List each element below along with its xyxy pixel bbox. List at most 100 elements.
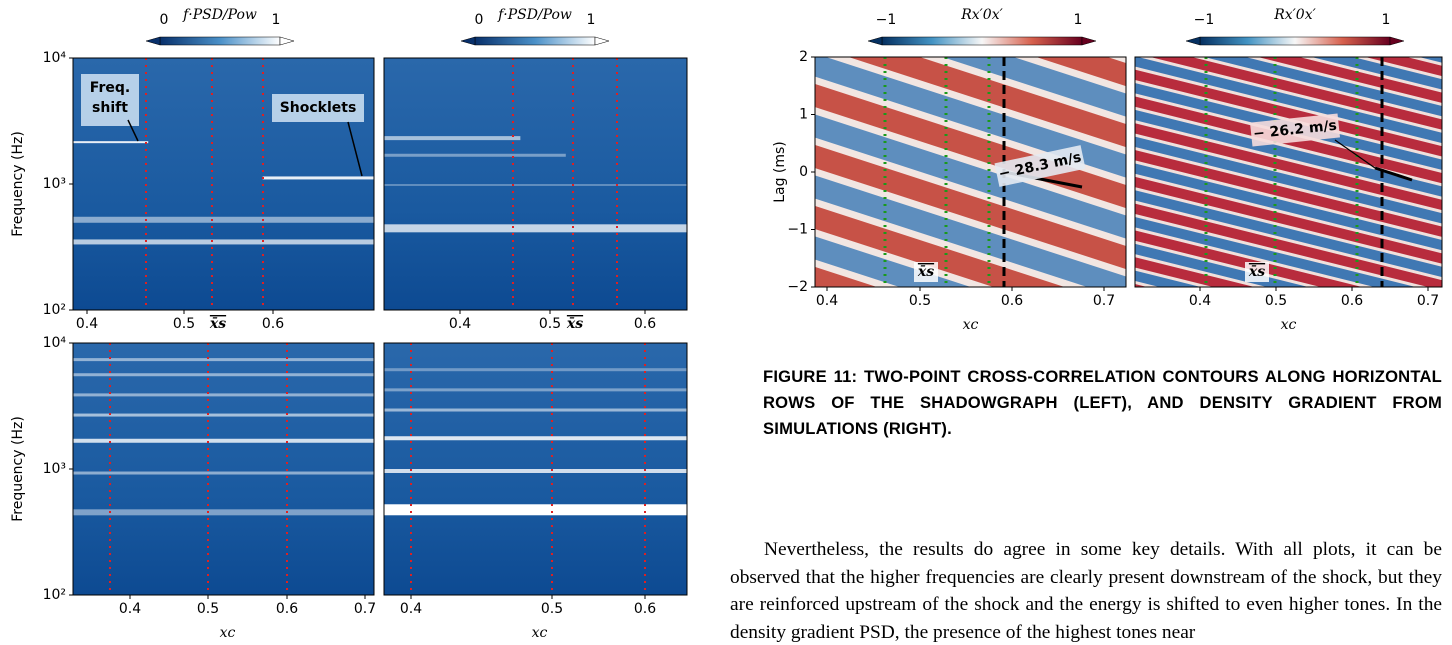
annotation: Freq.: [90, 80, 130, 96]
colorbar-min: 0: [475, 12, 484, 28]
colorbar-arrow: [1185, 36, 1201, 46]
x-tick-label: 0.6: [1341, 293, 1363, 309]
spectral-tone: [384, 469, 687, 473]
spectral-tone: [384, 388, 687, 392]
shock-position-label: x̄s: [1248, 264, 1265, 280]
shock-position-label: x̄s: [917, 264, 934, 280]
x-tick-label: 0.5: [539, 316, 561, 332]
spectral-tone: [262, 176, 374, 180]
shock-position-label: x̄s: [566, 316, 583, 332]
correlation-map: [815, 57, 1126, 287]
spectral-tone: [73, 413, 374, 417]
x-tick-label: 0.6: [262, 316, 284, 332]
y-axis-label: Frequency (Hz): [10, 416, 26, 522]
x-tick-label: 0.4: [76, 316, 98, 332]
colorbar-arrow: [867, 36, 883, 46]
colorbar: [159, 36, 281, 46]
spectral-tone: [384, 504, 687, 516]
colorbar-arrow: [145, 36, 161, 46]
figure-caption: FIGURE 11: TWO-POINT CROSS-CORRELATION C…: [763, 367, 1442, 438]
x-axis-label: xc: [1281, 317, 1297, 333]
panel-frame: [1134, 56, 1443, 288]
spectral-tone: [73, 239, 374, 245]
colorbar-label: Rx′0x′: [960, 7, 1003, 23]
colorbar: [474, 36, 596, 46]
x-axis-label: xc: [220, 625, 236, 641]
annotation-box: [81, 74, 139, 126]
x-tick-label: 0.6: [1001, 293, 1023, 309]
colorbar: [1199, 36, 1391, 46]
spectral-tone: [73, 358, 374, 362]
x-tick-label: 0.5: [1265, 293, 1287, 309]
spectral-tone: [384, 153, 566, 157]
x-tick-label: 0.7: [1093, 293, 1115, 309]
x-tick-label: 0.5: [909, 293, 931, 309]
spectral-tone: [384, 224, 687, 233]
spectral-tone: [384, 408, 687, 412]
body-paragraph: Nevertheless, the results do agree in so…: [730, 539, 1442, 643]
label-box: [1245, 262, 1269, 282]
colorbar: [881, 36, 1083, 46]
colorbar-label: Rx′0x′: [1273, 7, 1316, 23]
y-tick-label: −2: [787, 279, 808, 295]
panel-frame: [383, 57, 688, 311]
x-tick-label: 0.6: [276, 601, 298, 617]
colorbar-max: 1: [1074, 12, 1083, 28]
spectrogram: [384, 58, 687, 310]
convection-line: [1374, 166, 1413, 182]
label-box: [1249, 113, 1341, 147]
spectral-tone: [384, 368, 687, 372]
y-tick-label: 10²: [43, 302, 66, 318]
x-tick-label: 0.4: [119, 601, 141, 617]
colorbar-max: 1: [1382, 12, 1391, 28]
label-box: [994, 145, 1086, 187]
spectral-tone: [73, 216, 374, 223]
spectral-tone: [73, 141, 149, 144]
colorbar-max: 1: [272, 12, 281, 28]
y-tick-label: 10⁴: [43, 50, 67, 66]
correlation-map: [1135, 57, 1442, 287]
label-box: [914, 262, 938, 282]
spectral-tone: [73, 393, 374, 397]
spectral-tone: [73, 509, 374, 516]
annotation: shift: [92, 100, 128, 116]
y-tick-label: 10⁴: [43, 335, 67, 351]
x-tick-label: 0.7: [1417, 293, 1439, 309]
shock-position-label: x̄s: [209, 316, 226, 332]
x-tick-label: 0.5: [173, 316, 195, 332]
y-tick-label: 10³: [43, 461, 66, 477]
x-tick-label: 0.4: [816, 293, 838, 309]
y-tick-label: 1: [799, 107, 808, 123]
colorbar-label: f·PSD/Pow: [497, 7, 572, 23]
colorbar-arrow: [279, 36, 295, 46]
x-axis-label: xc: [963, 317, 979, 333]
colorbar-arrow: [460, 36, 476, 46]
y-axis-label: Frequency (Hz): [10, 131, 26, 237]
colorbar-min: −1: [876, 12, 897, 28]
colorbar-arrow: [1081, 36, 1097, 46]
x-axis-label: xc: [532, 625, 548, 641]
colorbar-min: 0: [160, 12, 169, 28]
colorbar-arrow: [594, 36, 610, 46]
colorbar-arrow: [1389, 36, 1405, 46]
y-tick-label: 10²: [43, 587, 66, 603]
x-tick-label: 0.4: [400, 601, 422, 617]
speed-annotation: − 26.2 m/s: [1249, 113, 1341, 147]
spectral-tone: [384, 184, 687, 186]
spectrogram: [73, 343, 374, 595]
annotation-pointer: [1334, 139, 1376, 169]
spectral-tone: [384, 136, 521, 141]
y-axis-label: Lag (ms): [772, 141, 788, 203]
panel-frame: [383, 342, 688, 596]
spectral-tone: [384, 436, 687, 441]
annotation: Shocklets: [280, 100, 357, 116]
x-tick-label: 0.6: [634, 316, 656, 332]
x-tick-label: 0.4: [1189, 293, 1211, 309]
colorbar-max: 1: [587, 12, 596, 28]
x-tick-label: 0.6: [634, 601, 656, 617]
spectral-tone: [73, 438, 374, 443]
spectral-tone: [73, 373, 374, 377]
x-tick-label: 0.4: [449, 316, 471, 332]
y-tick-label: 0: [799, 164, 808, 180]
